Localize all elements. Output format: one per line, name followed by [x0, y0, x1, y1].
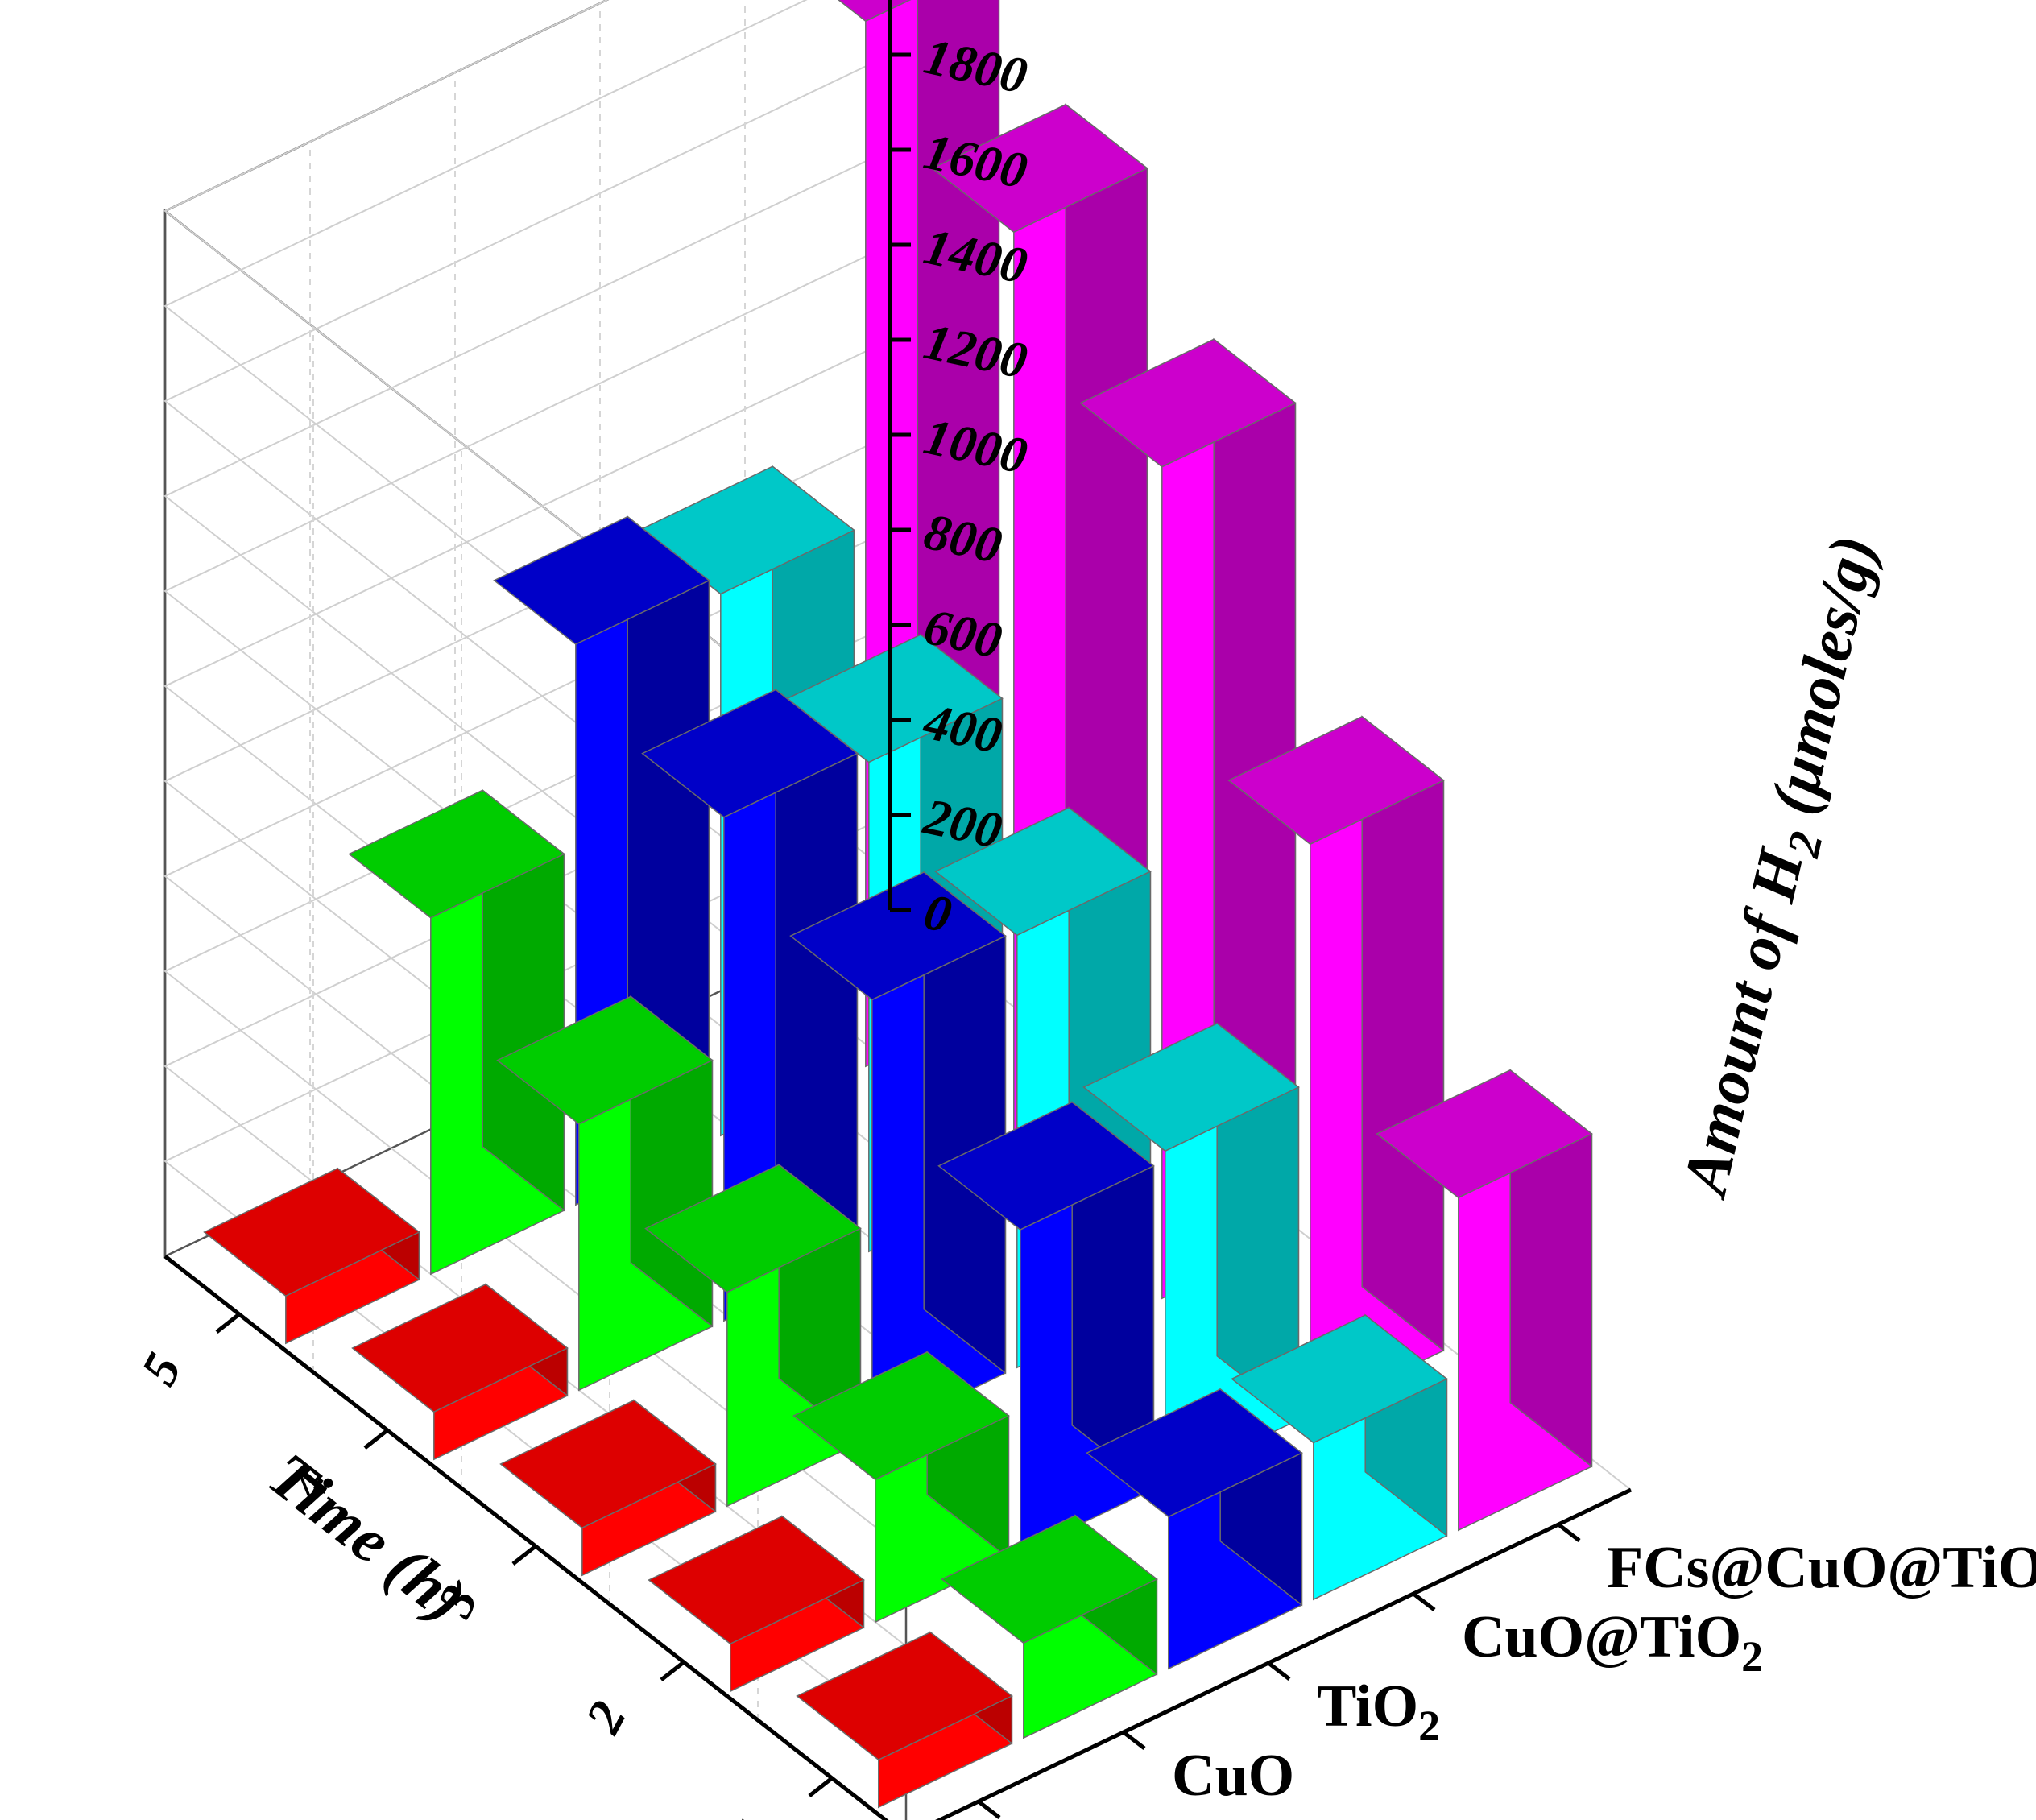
- category-tick: [977, 1800, 1001, 1819]
- bar-face-top: [931, 103, 1148, 234]
- bar-TiO2-t3: [789, 871, 1007, 1438]
- time-tick-label: 2: [574, 1692, 637, 1742]
- bar-face-top: [941, 1514, 1158, 1644]
- bar-face-top: [644, 1164, 862, 1293]
- bar-CuO-t5: [348, 788, 565, 1276]
- category-label: FCs@CuO@TiO2: [1607, 1535, 2036, 1611]
- bar-face-top: [1376, 1069, 1593, 1199]
- category-tick: [1267, 1661, 1291, 1681]
- bar-face-top: [493, 515, 710, 645]
- bar-face-top: [1227, 715, 1445, 846]
- bar-FCs-t1: [796, 1631, 1013, 1809]
- time-tick: [511, 1545, 537, 1566]
- bar-FCs-t5: [203, 1167, 420, 1345]
- category-tick: [1412, 1592, 1436, 1611]
- bar-FCs-t4: [351, 1283, 569, 1461]
- z-axis-title: Amount of H2 (μmoles/g): [1669, 529, 1901, 1207]
- bar-face-top: [838, 0, 912, 23]
- category-label: CuO@TiO2: [1462, 1604, 1763, 1681]
- bar-face-top: [792, 1351, 1010, 1481]
- bar-face-top: [648, 1515, 865, 1645]
- bar-FCs@CuO@TiO2-t1: [1376, 1069, 1593, 1532]
- time-tick-label: 5: [130, 1344, 192, 1394]
- bar-FCs@CuO@TiO2-t2: [1227, 715, 1445, 1416]
- bar-TiO2-t1: [1086, 1388, 1303, 1670]
- category-label: CuO: [1172, 1743, 1294, 1809]
- bar-FCs-t2: [648, 1515, 865, 1693]
- bar-face-top: [496, 995, 714, 1125]
- bar-face-top: [348, 789, 565, 919]
- time-tick: [215, 1313, 241, 1334]
- bar-CuO@TiO2-t1: [1231, 1313, 1448, 1601]
- time-tick: [660, 1661, 685, 1681]
- bar-face-top: [351, 1283, 569, 1413]
- bar-face-top: [1079, 338, 1297, 468]
- time-tick: [363, 1429, 389, 1450]
- category-tick: [1557, 1523, 1581, 1542]
- time-tick: [808, 1777, 834, 1797]
- bar-face-top: [1231, 1314, 1448, 1444]
- time-tick-label: 1: [722, 1808, 785, 1820]
- bar-CuO-t4: [496, 995, 714, 1392]
- bar-face-top: [1082, 1022, 1300, 1152]
- x-axis-title: Time (h): [255, 1440, 479, 1636]
- bar-face-top: [937, 1101, 1155, 1231]
- bars-layer: [203, 0, 1593, 1809]
- bar-face-top: [1086, 1388, 1303, 1518]
- bar-CuO-t3: [644, 1163, 862, 1508]
- category-tick: [1122, 1731, 1146, 1750]
- bar-CuO-t1: [941, 1514, 1158, 1739]
- bar-face-top: [641, 689, 859, 818]
- bar-FCs-t3: [499, 1399, 717, 1577]
- bar-face-top: [934, 807, 1152, 937]
- bar-TiO2-t2: [937, 1101, 1155, 1554]
- bar-face-top: [789, 871, 1007, 1001]
- bar-face-top: [796, 1631, 1013, 1761]
- bar-face-top: [499, 1399, 717, 1529]
- bar-face-top: [203, 1167, 420, 1297]
- category-label: TiO2: [1317, 1673, 1440, 1750]
- category-label: FCs: [1027, 1812, 1129, 1820]
